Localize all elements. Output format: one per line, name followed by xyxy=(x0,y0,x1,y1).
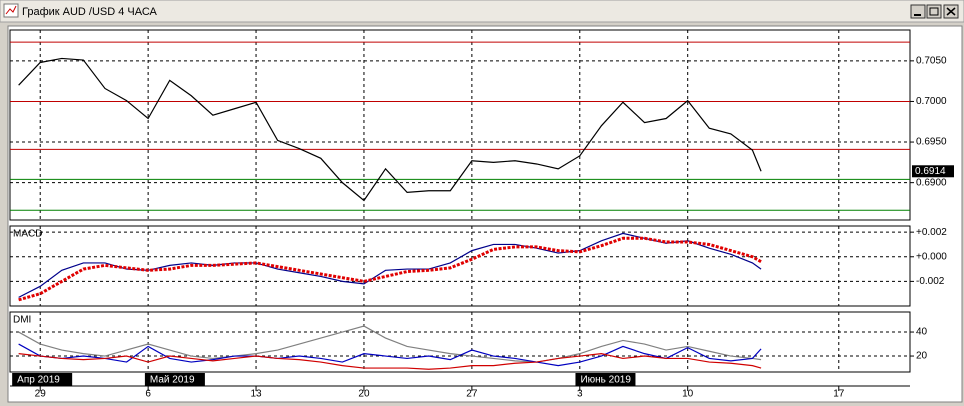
y-tick-label: 0.6900 xyxy=(916,177,947,188)
maximize-glyph xyxy=(929,7,939,16)
panel-frame xyxy=(9,29,911,221)
series-line xyxy=(18,353,762,370)
month-box xyxy=(12,373,73,386)
y-tick-label: 0.7000 xyxy=(916,96,947,107)
minimize-button[interactable] xyxy=(910,4,926,19)
x-tick-label: 20 xyxy=(358,389,370,400)
close-glyph xyxy=(946,7,956,16)
x-tick-label: 29 xyxy=(35,389,47,400)
series-line xyxy=(18,232,762,298)
panel-label: DMI xyxy=(13,315,31,326)
series-line xyxy=(18,236,762,302)
series-line xyxy=(18,343,762,367)
window-title: График AUD /USD 4 ЧАСА xyxy=(22,6,158,18)
x-tick-label: 17 xyxy=(833,389,845,400)
title-bar xyxy=(0,0,964,23)
panel-frame xyxy=(9,311,911,373)
y-tick-label: 0.7050 xyxy=(916,55,947,66)
current-price-box xyxy=(912,165,954,178)
current-price-label: 0.6914 xyxy=(915,166,946,177)
maximize-button[interactable] xyxy=(926,4,942,19)
y-tick-label: -0.002 xyxy=(916,276,945,287)
y-tick-label: 20 xyxy=(916,351,928,362)
x-tick-label: 6 xyxy=(145,389,151,400)
month-label: Июнь 2019 xyxy=(580,375,631,386)
x-tick-label: 13 xyxy=(250,389,262,400)
y-tick-label: 0.6950 xyxy=(916,137,947,148)
x-tick-label: 27 xyxy=(466,389,478,400)
y-tick-label: 40 xyxy=(916,327,928,338)
month-label: Май 2019 xyxy=(150,375,195,386)
month-box xyxy=(144,373,205,386)
panel-frame xyxy=(9,225,911,307)
series-line xyxy=(18,57,762,202)
series-line xyxy=(18,325,762,363)
y-tick-label: +0.000 xyxy=(916,251,947,262)
month-label: Апр 2019 xyxy=(17,375,60,386)
x-tick-label: 10 xyxy=(682,389,694,400)
window-icon-glyph xyxy=(5,5,17,15)
y-tick-label: +0.002 xyxy=(916,227,947,238)
x-tick-label: 3 xyxy=(577,389,583,400)
month-box xyxy=(575,373,636,386)
panel-label: MACD xyxy=(13,229,42,240)
window-buttons[interactable] xyxy=(910,4,959,19)
